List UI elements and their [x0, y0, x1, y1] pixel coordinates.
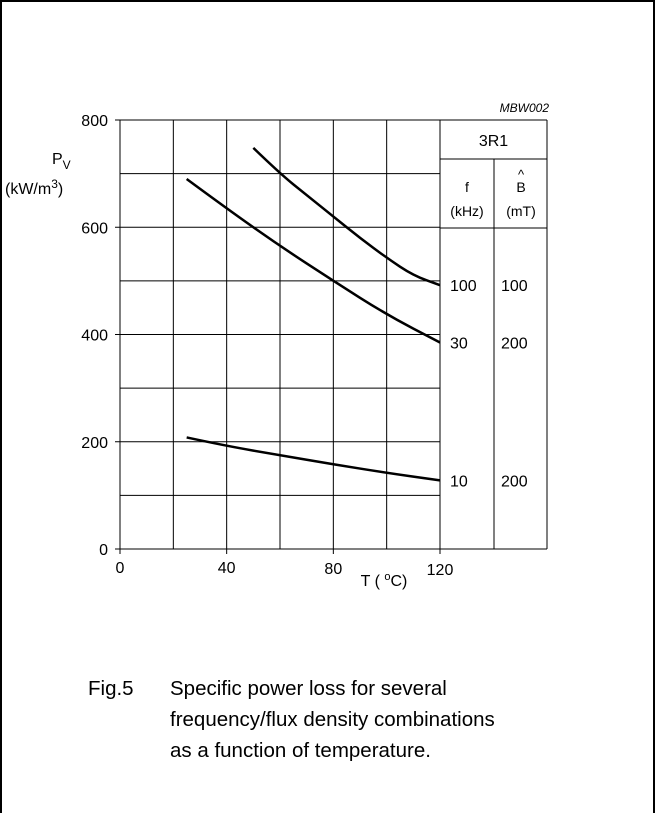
caption-line: frequency/flux density combinations	[170, 708, 495, 731]
series-b-value: 100	[501, 278, 528, 295]
y-tick-label: 0	[99, 542, 108, 559]
table-header-b: B	[516, 179, 525, 195]
caption-line: Specific power loss for several	[170, 677, 447, 700]
legend-table: 3R1 f (kHz) B^ (mT) 100 100 30 200 10 200	[440, 119, 548, 550]
series-b-value: 200	[501, 336, 528, 353]
y-tick-label: 600	[81, 220, 108, 237]
x-tick-label: 40	[218, 560, 236, 577]
series-line-30khz	[185, 177, 441, 344]
figure-code: MBW002	[500, 101, 550, 115]
caption-line: as a function of temperature.	[170, 739, 431, 762]
table-header-b-hat: ^	[518, 167, 525, 182]
caption-text: Specific power loss for several frequenc…	[170, 673, 590, 766]
table-header-f-unit: (kHz)	[450, 203, 483, 219]
material-label: 3R1	[479, 133, 508, 150]
y-tick-label: 800	[81, 113, 108, 130]
series-b-value: 200	[501, 473, 528, 490]
chart-labels: 0 200 400 600 800 0 40 80 120 T ( oC) PV (kW/m3) MBW…	[5, 101, 549, 590]
y-tick-label: 400	[81, 328, 108, 345]
y-axis-label: PV	[52, 151, 71, 172]
table-header-f: f	[465, 179, 469, 195]
x-tick-label: 80	[324, 561, 342, 578]
table-header-b-unit: (mT)	[506, 203, 536, 219]
y-tick-label: 200	[81, 435, 108, 452]
series-f-value: 100	[450, 278, 477, 295]
y-axis-unit: (kW/m3)	[5, 177, 63, 198]
figure-number: Fig.5	[88, 677, 134, 700]
chart-grid	[115, 119, 441, 554]
x-tick-label: 0	[116, 560, 125, 577]
x-tick-label: 120	[427, 562, 454, 579]
series-f-value: 30	[450, 336, 468, 353]
chart-series	[185, 146, 441, 482]
series-line-100khz	[252, 146, 441, 287]
series-f-value: 10	[450, 473, 468, 490]
series-line-10khz	[186, 436, 441, 482]
x-axis-label: T ( oC)	[361, 571, 408, 590]
